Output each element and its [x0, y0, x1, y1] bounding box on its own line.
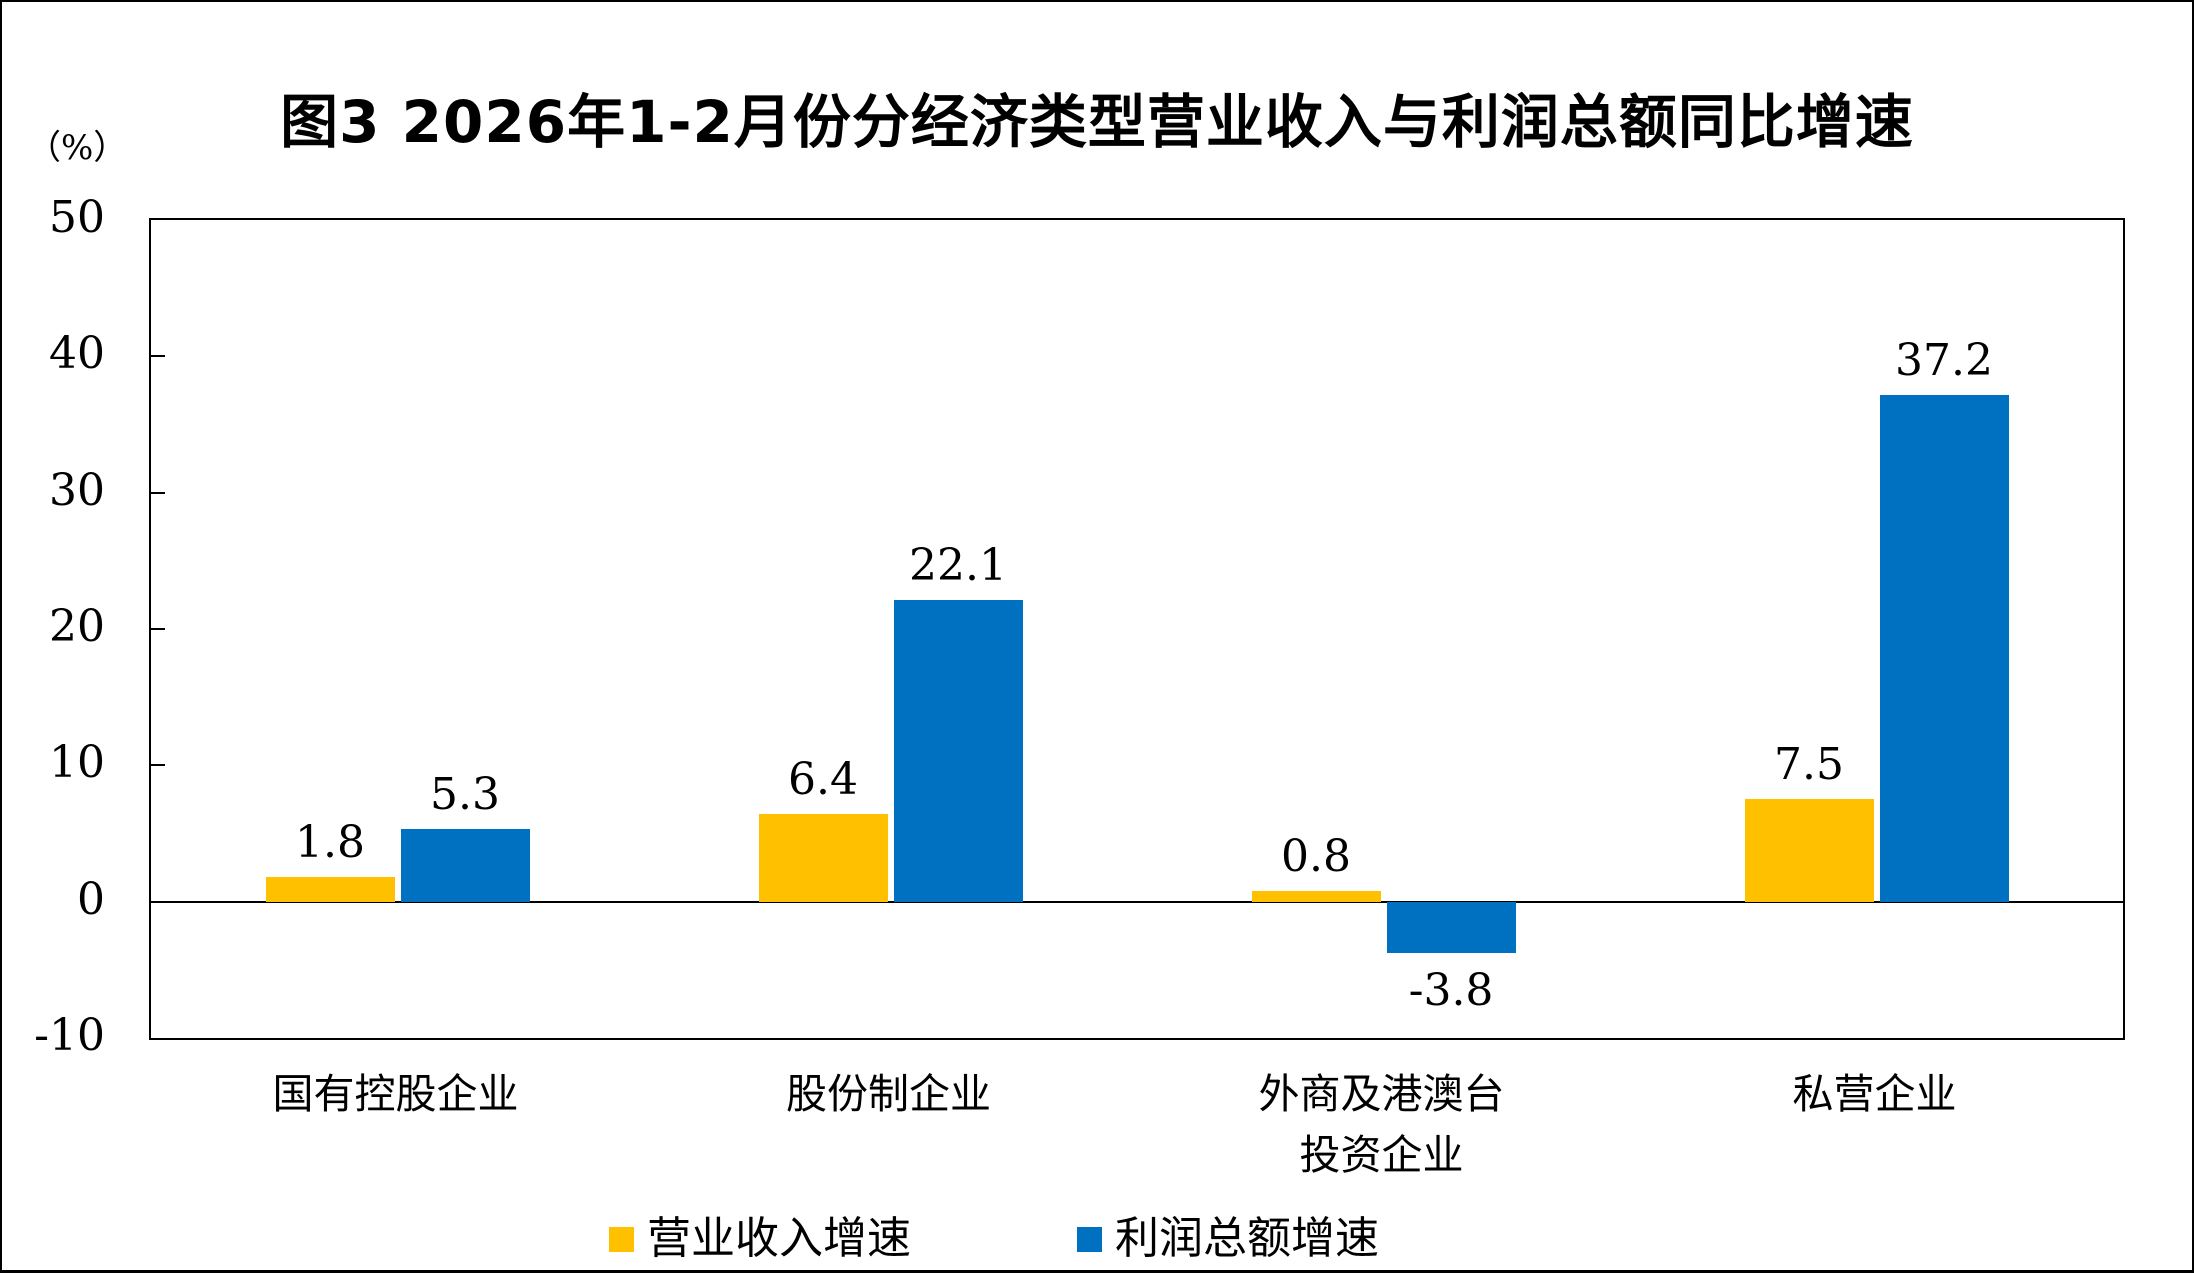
bar-value-label: 6.4: [788, 754, 858, 806]
legend-swatch-revenue: [609, 1226, 634, 1252]
bar-value-label: -3.8: [1408, 965, 1494, 1017]
bar-value-label: 5.3: [430, 769, 500, 821]
plot-area: 1.8 5.3 6.4 22.1 0.8 -3.8 7.5 37.2: [149, 218, 2125, 1040]
legend-swatch-profit: [1077, 1226, 1102, 1252]
bar-value-label: 37.2: [1895, 334, 1993, 386]
y-axis-label: 0: [77, 873, 105, 925]
y-axis-tick: [151, 491, 165, 494]
bar-利润总额增速-2: [893, 600, 1023, 902]
bar-value-label: 7.5: [1774, 739, 1844, 791]
y-axis-tick: [151, 628, 165, 630]
legend-item: 利润总额增速: [1077, 1214, 1379, 1264]
y-axis-label: 50: [49, 192, 105, 243]
bar-value-label: 0.8: [1281, 830, 1351, 882]
legend-label: 利润总额增速: [1115, 1213, 1379, 1264]
bar-营业收入增速-4: [1744, 799, 1874, 902]
y-axis-tick: [151, 355, 165, 358]
y-axis-label: 20: [49, 601, 105, 652]
category-label: 国有控股企业: [272, 1070, 519, 1118]
y-axis-unit-label: （%）: [27, 128, 128, 168]
y-axis-label: 40: [49, 328, 105, 380]
y-axis-label: 10: [49, 737, 105, 789]
category-label: 股份制企业: [786, 1070, 991, 1118]
bar-value-label: 22.1: [909, 540, 1007, 592]
category-label: 私营企业: [1792, 1070, 1957, 1118]
chart-title: 图3 2026年1-2月份分经济类型营业收入与利润总额同比增速: [280, 88, 1914, 156]
bar-利润总额增速-1: [400, 829, 530, 902]
bar-营业收入增速-3: [1251, 890, 1381, 902]
bar-营业收入增速-2: [758, 814, 888, 902]
category-label: 外商及港澳台 投资企业: [1258, 1070, 1505, 1179]
y-axis-label: 30: [49, 464, 105, 516]
y-axis-tick: [151, 764, 165, 767]
legend-label: 营业收入增速: [647, 1213, 911, 1264]
legend-item: 营业收入增速: [609, 1214, 911, 1264]
bar-value-label: 1.8: [295, 817, 365, 869]
zero-line: [151, 900, 2123, 903]
y-axis-label: -10: [34, 1010, 105, 1061]
bar-利润总额增速-3: [1386, 901, 1516, 954]
bar-利润总额增速-4: [1879, 394, 2009, 902]
bar-营业收入增速-1: [265, 877, 395, 902]
